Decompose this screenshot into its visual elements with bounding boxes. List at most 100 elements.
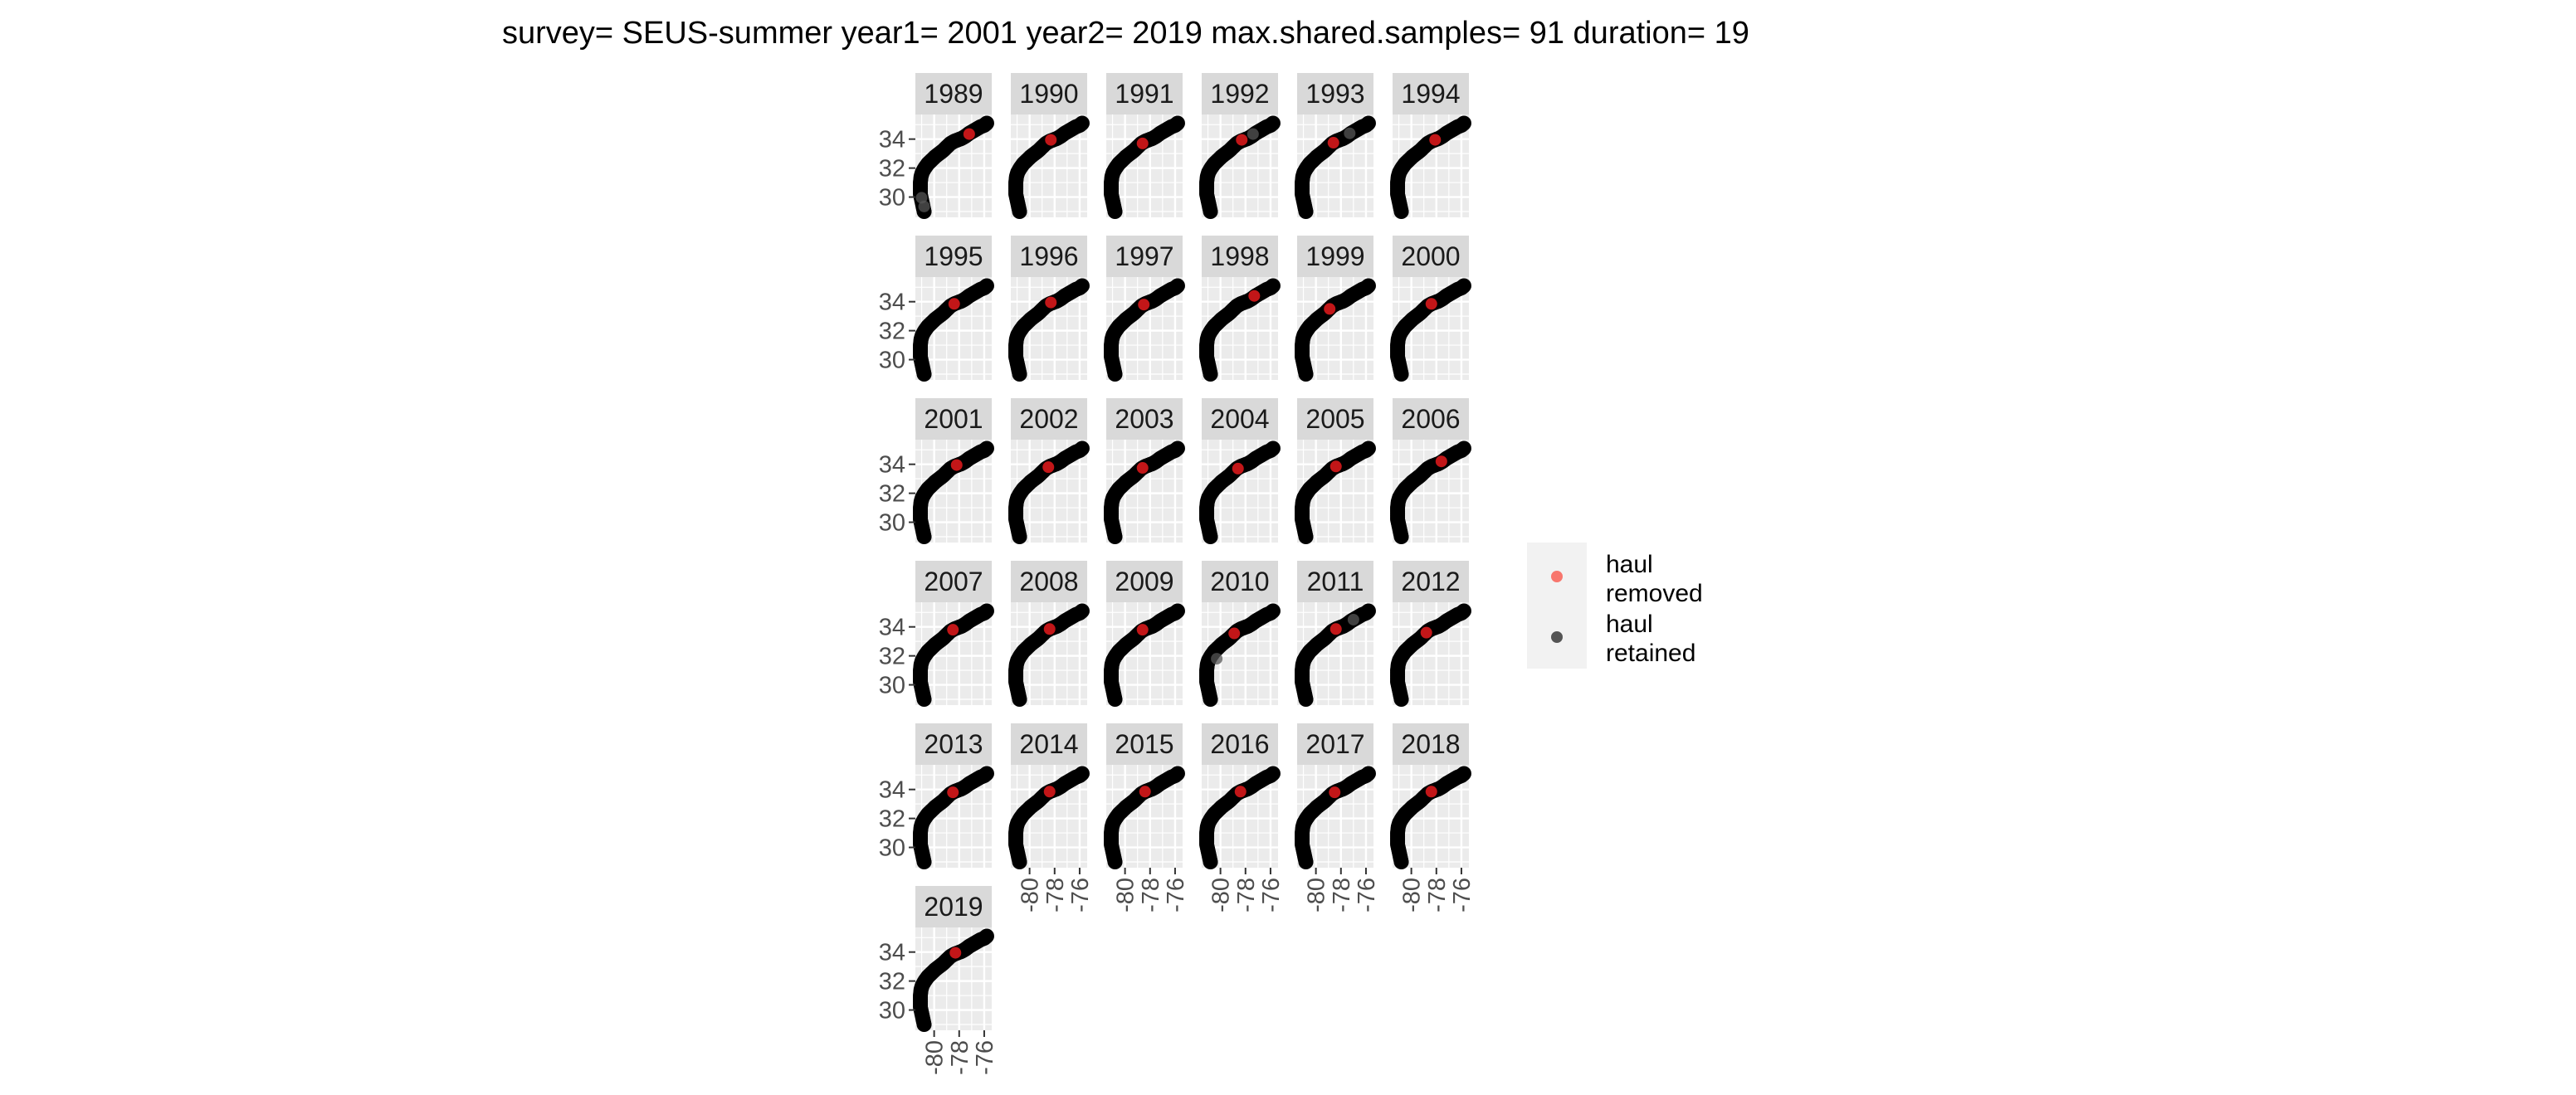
facet-panel-2016: 2016 -80-78-76 bbox=[1199, 723, 1285, 912]
y-tick-label: 32 bbox=[879, 156, 905, 182]
legend-label-retained-line2: retained bbox=[1606, 640, 1695, 667]
removed-haul-point bbox=[1138, 299, 1150, 311]
y-tick-label: 30 bbox=[879, 673, 905, 699]
facet-strip-label: 2000 bbox=[1401, 241, 1460, 271]
retained-haul-point bbox=[978, 440, 994, 456]
x-tick-label: -78 bbox=[1424, 878, 1451, 912]
retained-haul-point bbox=[1169, 440, 1185, 456]
y-tick-label: 30 bbox=[879, 185, 905, 212]
facet-strip bbox=[1202, 236, 1278, 277]
facet-panel-2000: 2000 bbox=[1390, 236, 1471, 382]
retained-haul-point bbox=[1360, 278, 1376, 294]
retained-haul-point bbox=[1169, 603, 1185, 619]
facet-strip bbox=[1202, 73, 1278, 114]
facet-panel-1999: 1999 bbox=[1295, 236, 1376, 382]
facet-strip bbox=[1106, 73, 1183, 114]
retained-haul-point bbox=[1265, 115, 1281, 131]
facet-panel-1997: 1997 bbox=[1104, 236, 1185, 382]
facet-strip bbox=[915, 236, 992, 277]
legend-label-removed-line1: haul bbox=[1606, 551, 1653, 578]
retained-haul-point bbox=[1169, 115, 1185, 131]
y-tick-label: 30 bbox=[879, 998, 905, 1024]
facet-strip bbox=[1393, 561, 1469, 602]
retained-haul-point bbox=[1169, 766, 1185, 781]
facet-strip-label: 2008 bbox=[1019, 567, 1078, 596]
facet-strip bbox=[1011, 73, 1087, 114]
facet-strip-label: 2011 bbox=[1307, 567, 1364, 596]
facet-strip-label: 1998 bbox=[1210, 241, 1269, 271]
facet-strip bbox=[1106, 236, 1183, 277]
retained-haul-point bbox=[978, 115, 994, 131]
facet-strip-label: 2017 bbox=[1305, 729, 1364, 759]
facet-strip-label: 1993 bbox=[1305, 79, 1364, 109]
removed-haul-point bbox=[1045, 296, 1057, 309]
facet-strip-label: 2018 bbox=[1401, 729, 1460, 759]
facet-strip bbox=[1011, 236, 1087, 277]
facet-strip-label: 2007 bbox=[924, 567, 983, 596]
facet-strip bbox=[1297, 561, 1373, 602]
facet-strip-label: 2005 bbox=[1305, 404, 1364, 434]
facet-strip-label: 2015 bbox=[1115, 729, 1173, 759]
facet-strip-label: 2013 bbox=[924, 729, 983, 759]
facet-strip bbox=[915, 723, 992, 765]
facet-panel-1994: 1994 bbox=[1390, 73, 1471, 220]
legend: haul removed haul retained bbox=[1527, 543, 1703, 669]
facet-panel-1991: 1991 bbox=[1104, 73, 1185, 220]
facet-strip-label: 1991 bbox=[1115, 79, 1173, 109]
removed-haul-point bbox=[1043, 786, 1056, 798]
y-tick-label: 34 bbox=[879, 777, 905, 804]
legend-key-removed bbox=[1551, 571, 1563, 582]
removed-haul-point bbox=[947, 786, 959, 799]
retained-haul-point bbox=[1265, 603, 1281, 619]
removed-haul-point bbox=[1136, 462, 1149, 474]
facet-strip bbox=[1106, 723, 1183, 765]
y-tick-label: 32 bbox=[879, 319, 905, 345]
removed-haul-point bbox=[1232, 462, 1244, 474]
x-tick-label: -80 bbox=[1017, 878, 1044, 912]
retained-haul-point bbox=[1074, 766, 1090, 781]
facet-panel-1998: 1998 bbox=[1199, 236, 1281, 382]
retained-haul-point bbox=[1344, 127, 1356, 139]
removed-haul-point bbox=[1435, 455, 1447, 468]
y-tick-label: 34 bbox=[879, 940, 905, 966]
x-tick-label: -78 bbox=[1042, 878, 1069, 912]
facet-strip bbox=[1297, 73, 1373, 114]
legend-label-removed-line2: removed bbox=[1606, 580, 1703, 607]
facet-panel-1996: 1996 bbox=[1008, 236, 1090, 382]
retained-haul-point bbox=[1074, 115, 1090, 131]
retained-haul-point bbox=[978, 278, 994, 294]
facet-strip-label: 2002 bbox=[1019, 404, 1078, 434]
facet-panel-1993: 1993 bbox=[1295, 73, 1376, 220]
retained-haul-point bbox=[1169, 278, 1185, 294]
removed-haul-point bbox=[1329, 623, 1342, 635]
retained-haul-point bbox=[1456, 440, 1471, 456]
facet-strip bbox=[915, 73, 992, 114]
facet-strip-label: 2012 bbox=[1401, 567, 1460, 596]
facet-panel-1990: 1990 bbox=[1008, 73, 1090, 220]
x-tick-label: -78 bbox=[1329, 878, 1355, 912]
x-tick-label: -80 bbox=[1304, 878, 1330, 912]
facet-strip-label: 2004 bbox=[1210, 404, 1269, 434]
removed-haul-point bbox=[949, 947, 962, 959]
facet-strip-label: 1992 bbox=[1210, 79, 1269, 109]
removed-haul-point bbox=[1329, 460, 1342, 473]
x-tick-label: -78 bbox=[1233, 878, 1260, 912]
facet-strip-label: 2003 bbox=[1115, 404, 1173, 434]
y-tick-label: 30 bbox=[879, 348, 905, 374]
x-tick-label: -78 bbox=[1138, 878, 1164, 912]
y-tick-label: 32 bbox=[879, 481, 905, 508]
y-tick-label: 34 bbox=[879, 615, 905, 641]
removed-haul-point bbox=[947, 624, 959, 636]
facet-strip bbox=[1202, 561, 1278, 602]
facet-strip bbox=[1393, 723, 1469, 765]
x-tick-label: -80 bbox=[922, 1040, 949, 1075]
facet-strip bbox=[1393, 236, 1469, 277]
x-tick-label: -80 bbox=[1399, 878, 1426, 912]
y-tick-label: 34 bbox=[879, 127, 905, 153]
retained-haul-point bbox=[1360, 766, 1376, 781]
facet-strip bbox=[1106, 398, 1183, 440]
facet-panel-1992: 1992 bbox=[1199, 73, 1281, 220]
facet-panel-2015: 2015 -80-78-76 bbox=[1104, 723, 1189, 912]
